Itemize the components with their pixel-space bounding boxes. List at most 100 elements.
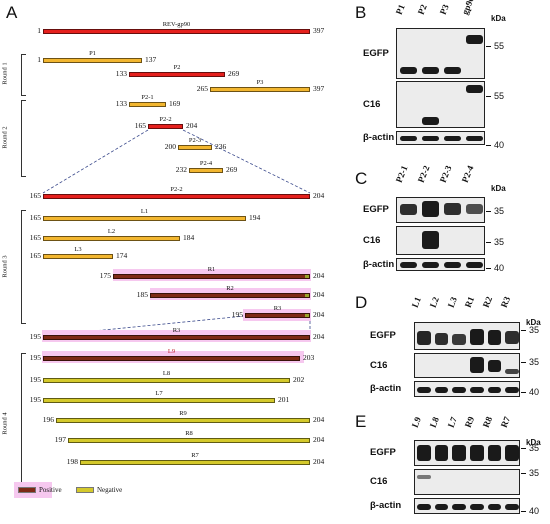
blot-row-panel_e-2 bbox=[414, 498, 520, 514]
construct-end-r3-exp: 204 bbox=[313, 332, 325, 341]
band-panel_b-2-0 bbox=[399, 136, 417, 141]
band-panel_d-0-4 bbox=[487, 330, 502, 345]
panel-d-label: D bbox=[355, 293, 368, 312]
construct-bar-p2-2-exp bbox=[43, 194, 310, 199]
band-panel_c-0-1 bbox=[421, 201, 439, 217]
round-1-label: Round 1 bbox=[1, 62, 9, 85]
marker-panel_b-2: 40 bbox=[494, 140, 505, 150]
band-panel_d-2-5 bbox=[505, 387, 519, 393]
construct-bar-p2-4 bbox=[189, 168, 223, 173]
construct-end-r1: 204 bbox=[313, 271, 325, 280]
construct-end-p3: 397 bbox=[313, 84, 325, 93]
construct-name-p3: P3 bbox=[256, 79, 264, 86]
blot-row-panel_d-0 bbox=[414, 322, 520, 350]
blot-row-panel_c-0 bbox=[396, 197, 485, 223]
band-panel_b-1-1 bbox=[421, 117, 439, 125]
kda-panel_b: kDa bbox=[491, 14, 506, 23]
band-panel_d-0-1 bbox=[434, 333, 449, 345]
construct-bar-p2-1 bbox=[129, 102, 166, 107]
row-label-panel_b-2: β-actin bbox=[363, 132, 395, 143]
band-panel_e-2-0 bbox=[417, 504, 431, 510]
row-label-panel_c-2: β-actin bbox=[363, 258, 395, 270]
tick-panel_c-1 bbox=[486, 242, 491, 243]
panel-e-label: E bbox=[355, 412, 367, 431]
construct-end-r3: 204 bbox=[313, 310, 325, 319]
marker-panel_c-1: 35 bbox=[494, 237, 505, 247]
tick-panel_e-2 bbox=[521, 511, 526, 512]
construct-name-r1: R1 bbox=[207, 266, 216, 273]
blot-row-panel_d-2 bbox=[414, 381, 520, 397]
bar-tip bbox=[305, 275, 309, 278]
blot-row-panel_b-2 bbox=[396, 131, 485, 145]
construct-end-p2-3: 236 bbox=[215, 142, 227, 151]
band-panel_d-0-5 bbox=[505, 331, 519, 344]
construct-bar-r7 bbox=[80, 460, 310, 465]
band-panel_c-0-0 bbox=[399, 204, 417, 215]
band-panel_d-0-3 bbox=[470, 329, 484, 345]
construct-end-r8: 204 bbox=[313, 435, 325, 444]
construct-name-l8: L8 bbox=[162, 370, 171, 377]
construct-end-p1: 137 bbox=[145, 55, 157, 64]
row-label-panel_e-0: EGFP bbox=[370, 447, 396, 458]
band-panel_e-0-4 bbox=[487, 445, 502, 461]
construct-name-l9: L9 bbox=[167, 348, 176, 355]
construct-bar-p2-3 bbox=[178, 145, 212, 150]
band-panel_d-2-1 bbox=[434, 387, 449, 393]
legend-positive-swatch bbox=[18, 487, 36, 493]
kda-panel_d: kDa bbox=[526, 318, 541, 327]
construct-start-r3: 195 bbox=[231, 310, 243, 319]
band-panel_d-2-2 bbox=[452, 387, 466, 393]
construct-end-p2-2-exp: 204 bbox=[313, 191, 325, 200]
kda-panel_c: kDa bbox=[491, 184, 506, 193]
marker-panel_d-1: 35 bbox=[529, 357, 540, 367]
band-panel_b-2-1 bbox=[421, 136, 439, 141]
construct-end-l1: 194 bbox=[249, 213, 261, 222]
tick-panel_d-1 bbox=[521, 362, 526, 363]
band-panel_d-0-2 bbox=[452, 334, 466, 345]
construct-name-r2: R2 bbox=[226, 285, 234, 292]
round-1-bracket bbox=[21, 54, 26, 96]
construct-start-r3-exp: 195 bbox=[29, 332, 41, 341]
round-3-label: Round 3 bbox=[1, 255, 9, 278]
construct-end-p2-2: 204 bbox=[186, 121, 198, 130]
construct-name-r3-exp: R3 bbox=[172, 327, 181, 334]
construct-start-r8: 197 bbox=[54, 435, 66, 444]
band-panel_d-2-0 bbox=[417, 387, 431, 393]
zoom-line-right bbox=[182, 129, 311, 194]
blot-row-panel_c-1 bbox=[396, 226, 485, 255]
construct-end-r2: 204 bbox=[313, 290, 325, 299]
construct-end-p2: 269 bbox=[228, 69, 240, 78]
band-panel_e-0-3 bbox=[470, 445, 484, 461]
row-label-panel_d-2: β-actin bbox=[370, 383, 402, 394]
construct-name-r8: R8 bbox=[185, 430, 193, 437]
blot-row-panel_e-1 bbox=[414, 469, 520, 495]
construct-name-p2-2: P2-2 bbox=[159, 116, 172, 123]
band-panel_c-2-3 bbox=[466, 262, 484, 268]
construct-end-l3: 174 bbox=[116, 251, 128, 260]
band-panel_d-1-4 bbox=[487, 360, 502, 372]
blot-row-panel_d-1 bbox=[414, 353, 520, 378]
band-panel_b-2-2 bbox=[444, 136, 462, 141]
marker-panel_c-0: 35 bbox=[494, 206, 505, 216]
construct-bar-l3 bbox=[43, 254, 113, 259]
marker-panel_b-1: 55 bbox=[494, 91, 505, 101]
construct-bar-l1 bbox=[43, 216, 246, 221]
construct-end-rev-gp90: 397 bbox=[313, 26, 325, 35]
construct-bar-p3 bbox=[210, 87, 310, 92]
construct-name-p1: P1 bbox=[89, 50, 96, 57]
band-panel_b-0-1 bbox=[421, 67, 439, 74]
construct-name-r7: R7 bbox=[191, 452, 199, 459]
marker-panel_e-0: 35 bbox=[529, 443, 540, 453]
band-panel_d-1-5 bbox=[505, 369, 519, 374]
band-panel_d-0-0 bbox=[417, 331, 431, 345]
band-panel_d-1-3 bbox=[470, 357, 484, 373]
construct-bar-l9 bbox=[43, 356, 300, 361]
construct-end-l7: 201 bbox=[278, 395, 290, 404]
band-panel_e-2-5 bbox=[505, 504, 519, 510]
marker-panel_b-0: 55 bbox=[494, 41, 505, 51]
construct-bar-r9 bbox=[56, 418, 310, 423]
bar-tip bbox=[305, 294, 309, 297]
panel-b-label: B bbox=[355, 3, 367, 22]
row-label-panel_c-0: EGFP bbox=[363, 204, 389, 215]
construct-bar-p1 bbox=[43, 58, 142, 63]
